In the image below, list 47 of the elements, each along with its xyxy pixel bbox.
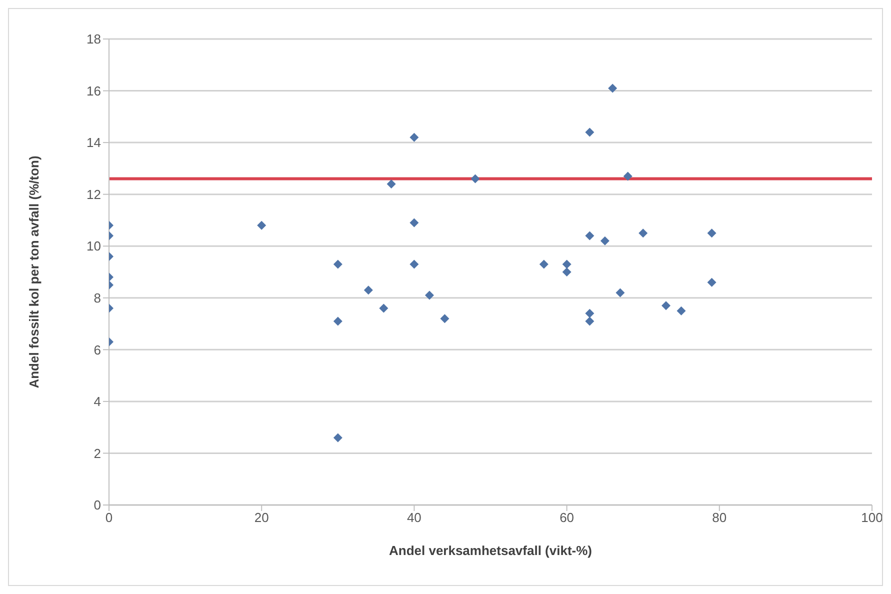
point [585, 231, 594, 240]
point [562, 260, 572, 269]
y-tick-label: 2 [94, 446, 101, 461]
x-tick-label: 20 [254, 510, 269, 526]
y-tick-label: 16 [86, 83, 101, 98]
y-tick-label: 8 [94, 290, 101, 306]
point [424, 290, 434, 300]
x-tick-label: 60 [560, 510, 574, 526]
y-tick-label: 14 [86, 135, 101, 150]
point [600, 236, 610, 246]
point [470, 174, 480, 184]
point [623, 172, 632, 181]
x-tick-label: 0 [105, 510, 113, 526]
y-tick-label: 12 [86, 186, 101, 202]
point [410, 132, 419, 142]
point [661, 301, 670, 310]
point [562, 268, 572, 276]
point [364, 286, 373, 295]
point [585, 128, 594, 137]
point [616, 288, 625, 298]
point [539, 260, 548, 269]
y-tick-label: 4 [94, 394, 101, 410]
y-tick-label: 18 [86, 32, 101, 47]
point [608, 84, 618, 93]
point [333, 316, 342, 326]
point [386, 179, 396, 188]
point [676, 306, 686, 316]
point [585, 308, 594, 318]
point [410, 260, 419, 269]
y-tick-label: 6 [94, 342, 101, 358]
x-tick-label: 40 [406, 510, 422, 526]
point [707, 228, 716, 238]
point [585, 316, 594, 326]
x-tick-label: 100 [861, 510, 883, 526]
y-tick-label: 0 [94, 498, 101, 513]
point [257, 220, 266, 230]
point [333, 260, 342, 269]
point [440, 314, 450, 324]
point [638, 228, 648, 238]
point [379, 304, 388, 313]
point [707, 278, 716, 287]
x-tick-label: 80 [712, 510, 727, 526]
point [333, 433, 342, 442]
x-axis-title: Andel verksamhetsavfall (vikt-%) [388, 543, 592, 558]
point [410, 218, 419, 228]
y-tick-label: 10 [86, 238, 101, 254]
y-axis-title: Andel fossilt kol per ton avfall (%/ton) [26, 156, 42, 388]
